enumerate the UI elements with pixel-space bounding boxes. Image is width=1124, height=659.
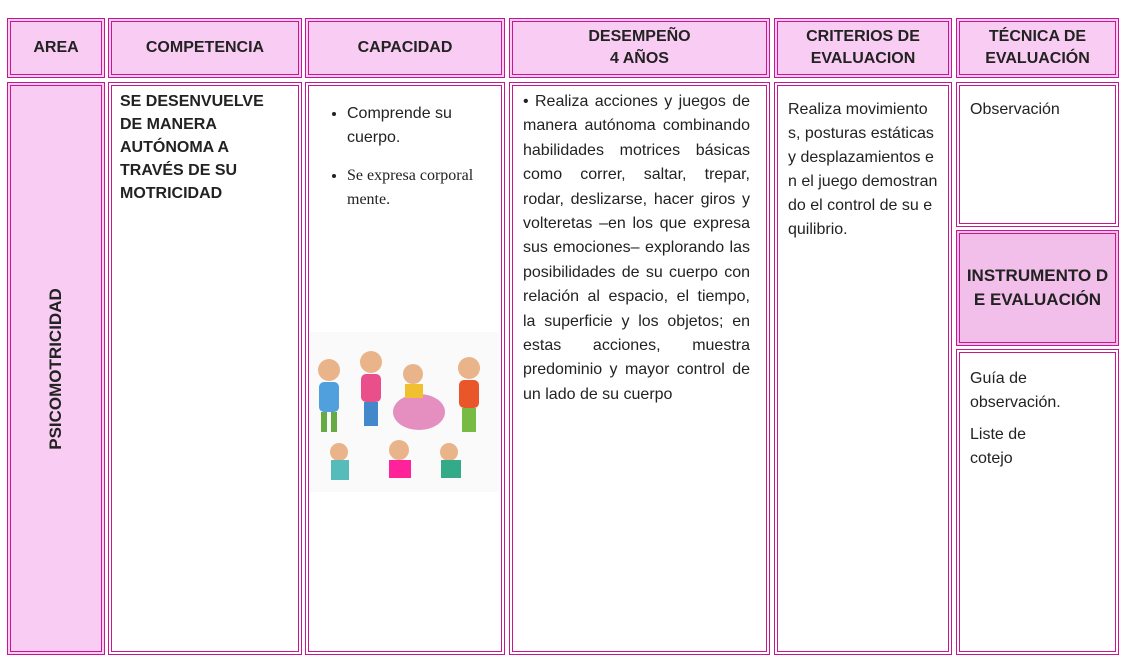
header-cell: DESEMPEÑO 4 AÑOS: [509, 18, 770, 78]
desempeno-cell: • Realiza acciones y juegos de manera au…: [509, 82, 770, 655]
capacidad-item: Comprende su cuerpo.: [347, 102, 477, 150]
capacidad-cell: Comprende su cuerpo. Se expresa corporal…: [305, 82, 505, 655]
desempeno-text: • Realiza acciones y juegos de manera au…: [523, 93, 750, 403]
header-cell: TÉCNICA DE EVALUACIÓN: [956, 18, 1119, 78]
header-cell: CAPACIDAD: [305, 18, 505, 78]
instrumento-header: INSTRUMENTO DE EVALUACIÓN: [956, 230, 1119, 346]
header-cell: CRITERIOS DE EVALUACION: [774, 18, 952, 78]
criterios-text: Realiza movimientos, posturas estáticas …: [788, 101, 938, 238]
capacidad-item: Se expresa corporalmente.: [347, 164, 477, 212]
area-label: PSICOMOTRICIDAD: [46, 287, 65, 450]
tecnica-cell: Observación: [956, 82, 1119, 227]
competencia-text: SE DESENVUELVE DE MANERA AUTÓNOMA A TRAV…: [120, 93, 264, 202]
children-illustration: [309, 332, 499, 492]
header-line: DESEMPEÑO: [588, 28, 691, 45]
competencia-cell: SE DESENVUELVE DE MANERA AUTÓNOMA A TRAV…: [108, 82, 302, 655]
header-cell: AREA: [7, 18, 105, 78]
instrumento-cell: Guía de observación. Liste de cotejo: [956, 349, 1119, 655]
header-line: 4 AÑOS: [610, 50, 669, 67]
child: [318, 359, 340, 432]
instrumento-item: Liste de cotejo: [970, 426, 1027, 467]
instrumento-item: Guía de observación.: [970, 370, 1061, 411]
area-cell: PSICOMOTRICIDAD: [7, 82, 105, 655]
header-cell: COMPETENCIA: [108, 18, 302, 78]
criterios-cell: Realiza movimientos, posturas estáticas …: [774, 82, 952, 655]
